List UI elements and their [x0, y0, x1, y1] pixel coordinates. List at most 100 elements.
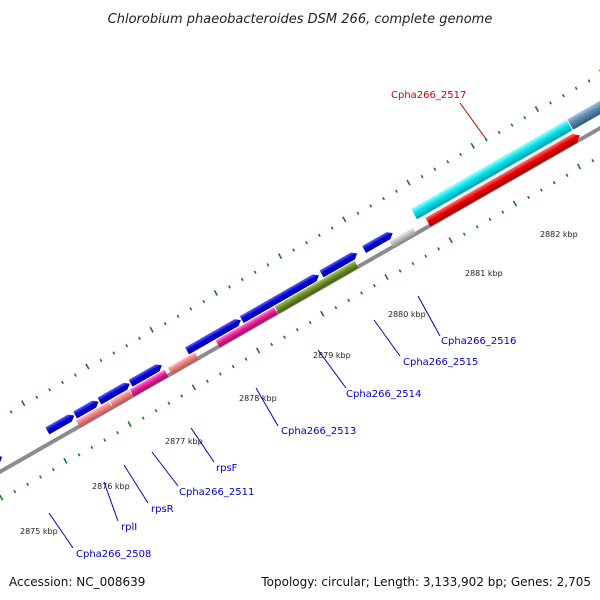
scale-tick — [270, 342, 274, 347]
scale-tick — [163, 321, 167, 326]
kbp-label: 2878 kbp — [239, 394, 277, 403]
scale-tick — [305, 241, 308, 245]
gene-arrow[interactable] — [97, 380, 131, 405]
gene-arrow[interactable] — [73, 398, 100, 419]
scale-tick — [112, 351, 116, 355]
scale-tick — [51, 467, 55, 472]
scale-tick — [283, 335, 286, 339]
leader-line — [151, 451, 179, 487]
gene-arrow[interactable] — [185, 317, 243, 355]
gene-label-cpha266-2514[interactable]: Cpha266_2514 — [346, 389, 421, 400]
scale-tick — [565, 173, 569, 178]
scale-tick — [406, 179, 411, 186]
scale-tick — [35, 395, 39, 399]
scale-tick — [512, 200, 518, 207]
outer-tick-row — [9, 69, 600, 414]
scale-tick — [561, 93, 565, 98]
scale-tick — [470, 142, 475, 149]
scale-tick — [398, 269, 402, 273]
scale-tick — [127, 421, 132, 428]
scale-tick — [90, 445, 94, 450]
scale-tick — [218, 372, 222, 376]
scale-tick — [0, 494, 4, 501]
scale-tick — [446, 160, 450, 164]
scale-tick — [167, 401, 171, 406]
scale-tick — [394, 189, 398, 193]
map-title: Chlorobium phaeobacteroides DSM 266, com… — [108, 12, 493, 27]
leader-line — [103, 481, 119, 522]
scale-tick — [149, 326, 154, 333]
gene-box-2516[interactable] — [389, 227, 417, 248]
gene-box-steelblue[interactable] — [567, 93, 600, 130]
scale-tick — [21, 400, 26, 407]
scale-tick — [26, 482, 30, 486]
topology-text: Topology: circular; Length: 3,133,902 bp… — [260, 575, 591, 589]
scale-tick — [255, 347, 261, 354]
scale-tick — [39, 475, 42, 479]
scale-tick — [99, 358, 103, 363]
scale-tick — [189, 307, 193, 311]
scale-tick — [342, 216, 347, 223]
scale-tick — [356, 211, 360, 216]
scale-tick — [382, 196, 385, 201]
scale-tick — [266, 263, 270, 267]
gene-label-rpsr[interactable]: rpsR — [151, 504, 174, 515]
kbp-label: 2879 kbp — [313, 351, 351, 360]
scale-tick — [433, 167, 437, 171]
scale-tick — [574, 86, 578, 90]
gene-label-cpha266-2511[interactable]: Cpha266_2511 — [179, 487, 254, 498]
scale-tick — [372, 283, 376, 288]
gene-label-cpha266-2508[interactable]: Cpha266_2508 — [76, 549, 151, 560]
gene-label-rpsf[interactable]: rpsF — [216, 463, 238, 474]
gene-label-rpli[interactable]: rplI — [121, 522, 137, 533]
scale-tick — [61, 380, 64, 385]
scale-tick — [510, 123, 514, 127]
scale-tick — [202, 299, 206, 304]
gene-box-2514[interactable] — [274, 260, 359, 314]
scale-tick — [116, 431, 119, 435]
gene-box-rpsR[interactable] — [109, 390, 133, 408]
leader-line — [255, 387, 279, 427]
gene-arrow[interactable] — [128, 362, 164, 387]
gene-arrow[interactable] — [45, 412, 76, 435]
scale-tick — [295, 328, 299, 332]
scale-tick — [334, 306, 338, 310]
kbp-label: 2876 kbp — [92, 482, 130, 491]
scale-tick — [320, 310, 325, 317]
gene-arrow[interactable] — [362, 230, 395, 253]
scale-tick — [85, 363, 90, 370]
scale-tick — [253, 270, 257, 274]
kbp-label: 2880 kbp — [388, 310, 426, 319]
scale-tick — [437, 247, 441, 251]
gene-box-2517-cyan[interactable] — [411, 119, 573, 220]
gene-label-cpha266-2513[interactable]: Cpha266_2513 — [281, 426, 356, 437]
gene-box-2511[interactable] — [129, 369, 169, 397]
scale-tick — [576, 163, 582, 170]
gene-box-rplI[interactable] — [75, 401, 113, 428]
leader-line — [123, 464, 149, 504]
gene-box-2513[interactable] — [215, 307, 278, 348]
gene-label-cpha266-2515[interactable]: Cpha266_2515 — [403, 357, 478, 368]
scale-tick — [369, 204, 373, 208]
scale-tick — [48, 388, 52, 392]
scale-tick — [462, 232, 466, 236]
scale-tick — [63, 457, 68, 464]
scale-tick — [523, 115, 527, 120]
gene-arrow[interactable] — [319, 250, 360, 278]
gene-label-cpha266-2517[interactable]: Cpha266_2517 — [391, 90, 466, 101]
scale-tick — [587, 79, 591, 83]
accession-text: Accession: NC_008639 — [9, 575, 145, 589]
scale-tick — [103, 438, 107, 442]
gene-arrow-2517-red[interactable] — [425, 131, 582, 227]
scale-tick — [549, 101, 552, 105]
scale-tick — [424, 254, 428, 258]
scale-tick — [527, 195, 530, 200]
gene-box-rpsF[interactable] — [167, 352, 199, 375]
gene-arrow[interactable] — [239, 272, 321, 324]
leader-line — [417, 295, 441, 337]
gene-label-cpha266-2516[interactable]: Cpha266_2516 — [441, 336, 516, 347]
scale-tick — [360, 291, 364, 295]
scale-tick — [459, 152, 463, 157]
scale-tick — [317, 233, 321, 238]
